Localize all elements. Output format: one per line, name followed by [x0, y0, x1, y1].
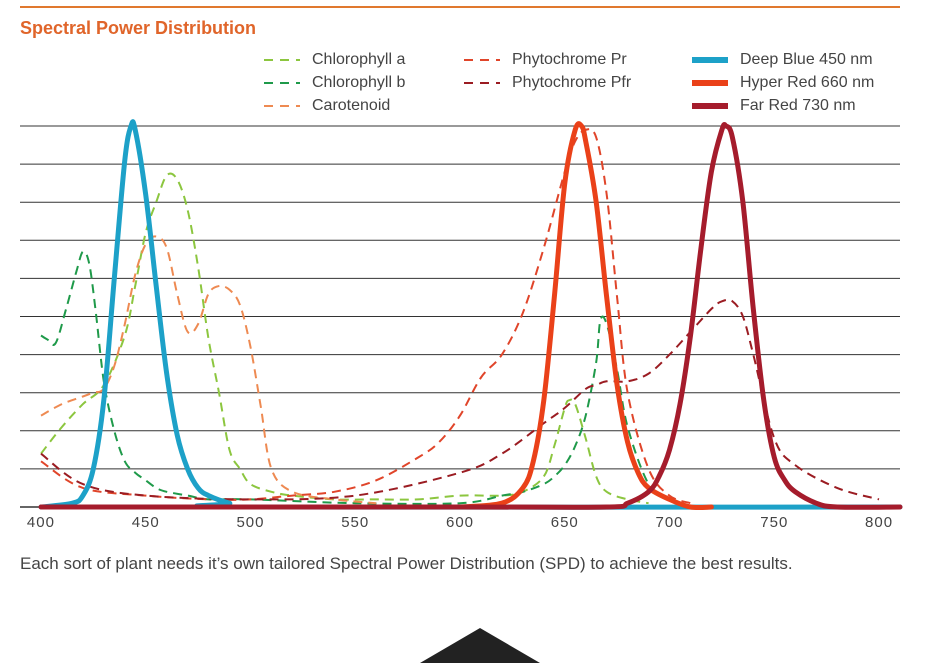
legend-swatch	[692, 57, 728, 63]
legend-label: Phytochrome Pr	[512, 51, 627, 68]
x-tick-label: 650	[551, 514, 579, 531]
x-tick-label: 500	[236, 514, 264, 531]
legend-swatch	[464, 82, 500, 84]
legend-label: Carotenoid	[312, 97, 391, 114]
legend-label: Hyper Red 660 nm	[740, 74, 875, 91]
legend-item: Phytochrome Pr	[462, 50, 627, 70]
legend-item: Deep Blue 450 nm	[690, 50, 873, 70]
legend-item: Phytochrome Pfr	[462, 73, 631, 93]
x-tick-label: 450	[132, 514, 160, 531]
legend-swatch	[264, 105, 300, 107]
series-line-hyper-red-660-nm	[457, 121, 714, 511]
legend-label: Phytochrome Pfr	[512, 74, 632, 91]
spectral-chart: 400 450 500 550 600 650 700 750 800	[20, 119, 903, 531]
x-tick-label: 400	[27, 514, 55, 531]
x-tick-label: 800	[865, 514, 893, 531]
legend-swatch	[692, 80, 728, 86]
legend-swatch	[692, 103, 728, 109]
x-tick-label: 700	[656, 514, 684, 531]
legend-swatch	[464, 59, 500, 61]
top-rule	[20, 6, 900, 8]
legend-label: Far Red 730 nm	[740, 97, 856, 114]
series-line-chlorophyll-a	[40, 172, 649, 505]
series-line-phytochrome-pfr	[40, 298, 880, 501]
legend-item: Hyper Red 660 nm	[690, 73, 874, 93]
legend-item: Carotenoid	[262, 96, 390, 116]
legend-item: Chlorophyll a	[262, 50, 405, 70]
legend-swatch	[264, 82, 300, 84]
up-arrow-icon[interactable]	[420, 628, 540, 663]
x-tick-label: 750	[760, 514, 788, 531]
series-line-far-red-730-nm	[38, 122, 903, 510]
legend-swatch	[264, 59, 300, 61]
x-tick-label: 600	[446, 514, 474, 531]
series-line-chlorophyll-b	[40, 250, 671, 505]
legend-item: Far Red 730 nm	[690, 96, 856, 116]
legend-label: Deep Blue 450 nm	[740, 51, 873, 68]
legend-label: Chlorophyll b	[312, 74, 406, 91]
legend-label: Chlorophyll a	[312, 51, 406, 68]
legend-item: Chlorophyll b	[262, 73, 405, 93]
x-tick-label: 550	[341, 514, 369, 531]
caption-text: Each sort of plant needs it’s own tailor…	[20, 554, 793, 573]
page-title: Spectral Power Distribution	[20, 18, 257, 38]
series-line-phytochrome-pr	[40, 128, 691, 505]
